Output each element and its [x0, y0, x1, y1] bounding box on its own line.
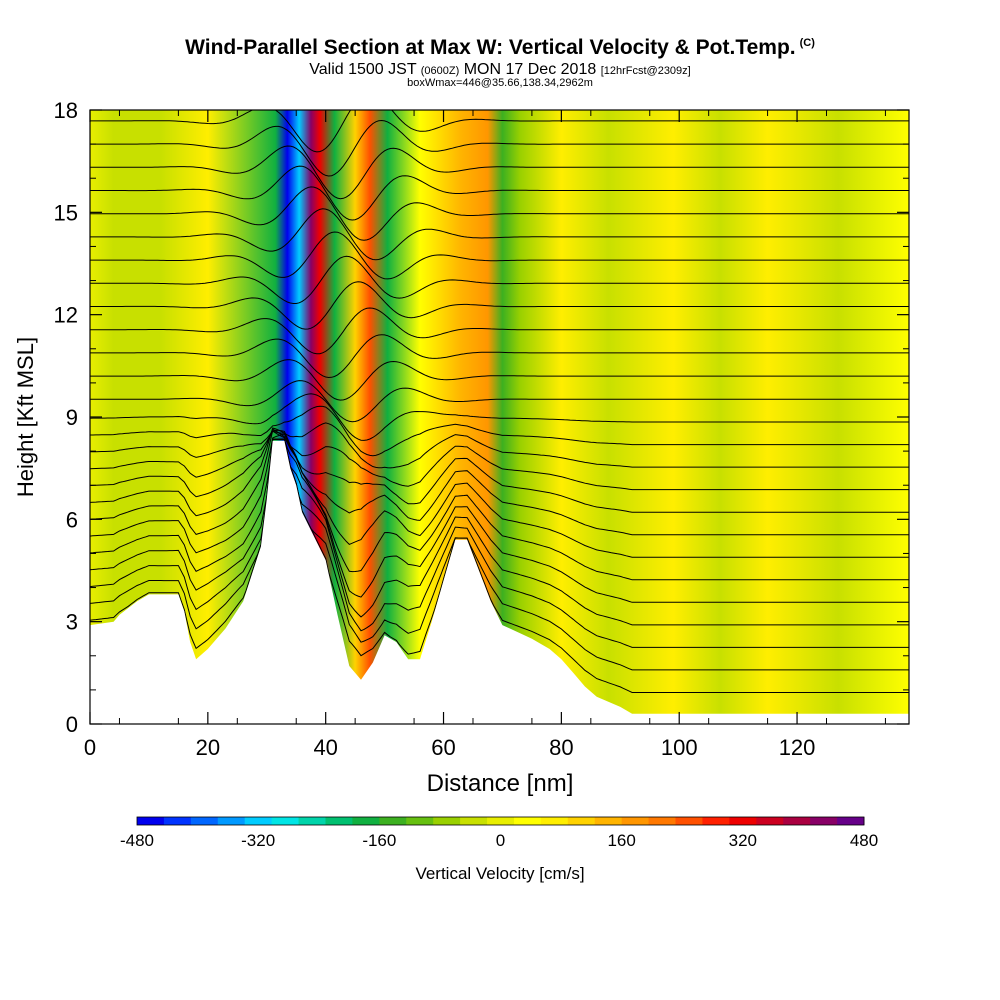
x-tick-label: 120 [779, 735, 816, 760]
isentrope-line [90, 393, 909, 441]
colorbar-swatch [379, 817, 407, 825]
x-tick-label: 40 [313, 735, 337, 760]
colorbar-swatch [433, 817, 461, 825]
colorbar-label: Vertical Velocity [cm/s] [415, 864, 585, 883]
colorbar-swatch [244, 817, 273, 825]
colorbar-swatch [594, 817, 623, 825]
colorbar-swatch [513, 817, 542, 825]
colorbar-swatch [540, 817, 569, 825]
colorbar-swatch [460, 817, 488, 825]
isentrope-line [90, 438, 909, 603]
isentrope-line [90, 428, 909, 513]
colorbar-tick-label: -160 [362, 831, 396, 850]
colorbar-swatch [487, 817, 515, 825]
isentrope-line [90, 359, 909, 401]
terrain-profile [90, 440, 909, 724]
isentrope-line [90, 429, 909, 558]
x-axis-ticks: 0 20 40 60 80 100 120 [84, 110, 886, 760]
x-tick-label: 60 [431, 735, 455, 760]
isentrope-line [90, 281, 909, 330]
colorbar-tick-label: 480 [850, 831, 878, 850]
colorbar-swatch [271, 817, 300, 825]
isentrope-line [90, 422, 909, 469]
colorbar-swatch [810, 817, 838, 825]
isentrope-line [90, 430, 909, 491]
y-tick-label: 6 [66, 507, 78, 532]
colorbar-tick-label: 160 [607, 831, 635, 850]
isentrope-line [90, 405, 909, 457]
colorbar-swatch [567, 817, 596, 825]
x-tick-label: 80 [549, 735, 573, 760]
isentrope-line [90, 208, 909, 261]
colorbar-swatch [648, 817, 677, 825]
isentrope-line [90, 307, 909, 355]
colorbar-swatch [675, 817, 703, 825]
colorbar-swatch [702, 817, 730, 825]
colorbar-swatch [352, 817, 380, 825]
isentrope-line [90, 427, 909, 536]
isentrope-line [90, 334, 909, 379]
colorbar-swatch [298, 817, 326, 825]
colorbar-swatch [325, 817, 353, 825]
x-tick-label: 0 [84, 735, 96, 760]
colorbar-swatch [783, 817, 811, 825]
isentrope-line [90, 438, 909, 693]
colorbar-frame [136, 816, 865, 826]
y-axis-label: Height [Kft MSL] [13, 337, 38, 497]
y-tick-label: 18 [54, 98, 78, 123]
isentrope-line [90, 438, 909, 626]
y-tick-label: 3 [66, 610, 78, 635]
colorbar-swatch [406, 817, 434, 825]
colorbar-swatch [137, 817, 165, 825]
y-tick-label: 12 [54, 303, 78, 328]
box-max-note: boxWmax=446@35.66,138.34,2962m [407, 77, 593, 89]
potential-temperature-contours [90, 110, 909, 693]
x-tick-label: 20 [196, 735, 220, 760]
isentrope-line [90, 231, 909, 280]
x-axis-label: Distance [nm] [427, 770, 574, 797]
colorbar-tick-label: 0 [496, 831, 505, 850]
colorbar-swatch [163, 817, 192, 825]
isentrope-line [90, 438, 909, 671]
colorbar-tick-label: 320 [729, 831, 757, 850]
colorbar-swatch [837, 817, 865, 825]
colorbar: -480 -320 -160 0 160 320 480 [120, 816, 878, 850]
colorbar-swatch [190, 817, 219, 825]
colorbar-swatch [729, 817, 757, 825]
y-tick-label: 0 [66, 712, 78, 737]
isentrope-line [90, 110, 909, 153]
x-tick-label: 100 [661, 735, 698, 760]
isentrope-line [90, 145, 909, 200]
chart-title: Wind-Parallel Section at Max W: Vertical… [185, 36, 815, 59]
chart-subtitle: Valid 1500 JST (0600Z) MON 17 Dec 2018 [… [309, 61, 691, 78]
colorbar-tick-label: -320 [241, 831, 275, 850]
colorbar-swatch [756, 817, 784, 825]
isentrope-line [90, 186, 909, 241]
y-tick-label: 15 [54, 200, 78, 225]
colorbar-swatch [621, 817, 650, 825]
y-tick-label: 9 [66, 405, 78, 430]
isentrope-line [90, 433, 909, 581]
y-axis-ticks: 0 3 6 9 12 15 18 [54, 98, 909, 737]
colorbar-swatch [217, 817, 246, 825]
isentrope-line [90, 255, 909, 304]
isentrope-line [90, 380, 909, 423]
isentrope-line [90, 165, 909, 221]
isentrope-line [90, 438, 909, 648]
colorbar-tick-label: -480 [120, 831, 154, 850]
isentrope-line [90, 119, 909, 177]
